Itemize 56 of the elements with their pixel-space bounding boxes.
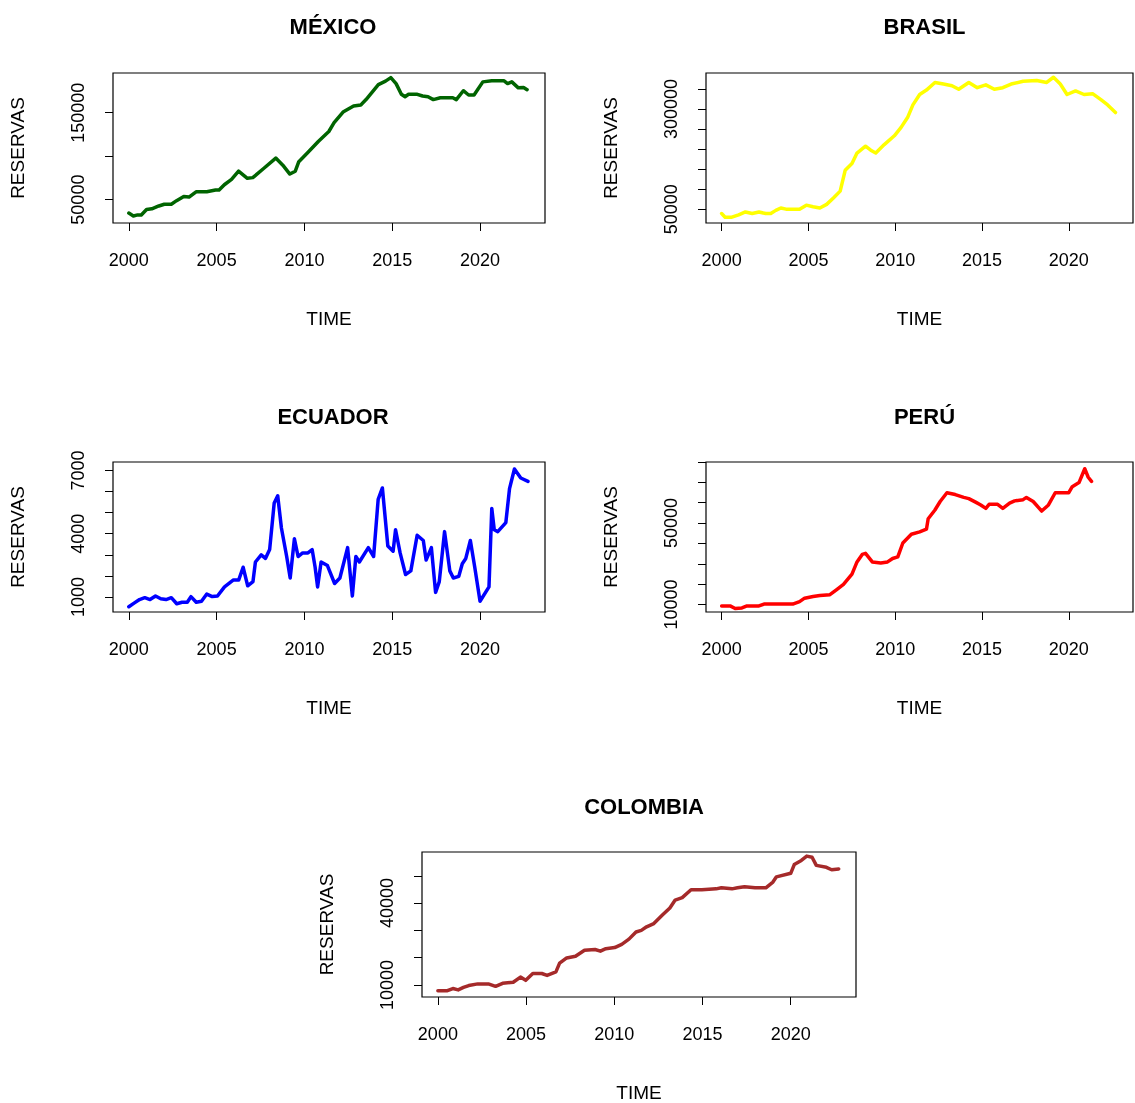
line-series	[127, 467, 530, 609]
x-tick-label: 2015	[682, 1024, 723, 1044]
x-tick-label: 2015	[961, 250, 1003, 270]
y-axis-title: RESERVAS	[600, 486, 621, 588]
x-tick-label: 2020	[1048, 639, 1089, 659]
x-tick-label: 2000	[417, 1024, 458, 1044]
x-tick-label: 2010	[594, 1024, 635, 1044]
y-tick-label: 40000	[377, 878, 397, 929]
y-tick-label: 4000	[68, 513, 88, 554]
line-series	[719, 466, 1094, 611]
x-tick-label: 2000	[701, 639, 742, 659]
x-axis-title: TIME	[896, 697, 943, 718]
x-tick-label: 2015	[372, 250, 413, 270]
x-tick-label: 2010	[284, 639, 325, 659]
x-axis-title: TIME	[306, 308, 352, 329]
y-axis-title: RESERVAS	[7, 486, 28, 588]
x-tick-label: 2020	[1048, 250, 1089, 270]
x-tick-label: 2000	[108, 250, 149, 270]
x-tick-label: 2000	[108, 639, 149, 659]
y-tick-label: 50000	[661, 184, 681, 235]
x-tick-label: 2020	[770, 1024, 811, 1044]
y-axis-title: RESERVAS	[600, 97, 621, 199]
chart-title: COLOMBIA	[584, 793, 704, 819]
x-tick-label: 2010	[875, 250, 916, 270]
y-tick-label: 10000	[661, 579, 681, 630]
x-tick-label: 2010	[875, 639, 916, 659]
y-tick-label: 50000	[661, 498, 681, 549]
y-tick-label: 7000	[68, 450, 88, 491]
y-axis-title: RESERVAS	[316, 873, 337, 976]
x-axis-title: TIME	[616, 1082, 662, 1103]
x-tick-label: 2010	[284, 250, 325, 270]
x-tick-label: 2020	[460, 250, 501, 270]
x-tick-label: 2005	[196, 639, 237, 659]
x-axis-title: TIME	[306, 697, 352, 718]
chart-title: BRASIL	[883, 13, 966, 39]
x-tick-label: 2015	[372, 639, 413, 659]
x-tick-label: 2005	[196, 250, 237, 270]
x-tick-label: 2000	[701, 250, 742, 270]
line-series	[436, 854, 841, 993]
x-tick-label: 2020	[460, 639, 501, 659]
chart-title: ECUADOR	[277, 403, 389, 429]
chart-title: MÉXICO	[289, 13, 377, 39]
y-tick-label: 300000	[661, 78, 681, 139]
x-tick-label: 2005	[788, 639, 829, 659]
x-tick-label: 2005	[506, 1024, 547, 1044]
x-tick-label: 2005	[788, 250, 829, 270]
x-axis-title: TIME	[896, 308, 943, 329]
line-series	[127, 75, 529, 218]
y-tick-label: 150000	[68, 82, 88, 143]
y-tick-label: 1000	[68, 577, 88, 618]
y-tick-label: 10000	[377, 959, 397, 1011]
x-tick-label: 2015	[961, 639, 1003, 659]
line-series	[719, 75, 1118, 219]
chart-title: PERÚ	[893, 403, 956, 429]
y-tick-label: 50000	[68, 174, 88, 225]
y-axis-title: RESERVAS	[7, 97, 28, 199]
